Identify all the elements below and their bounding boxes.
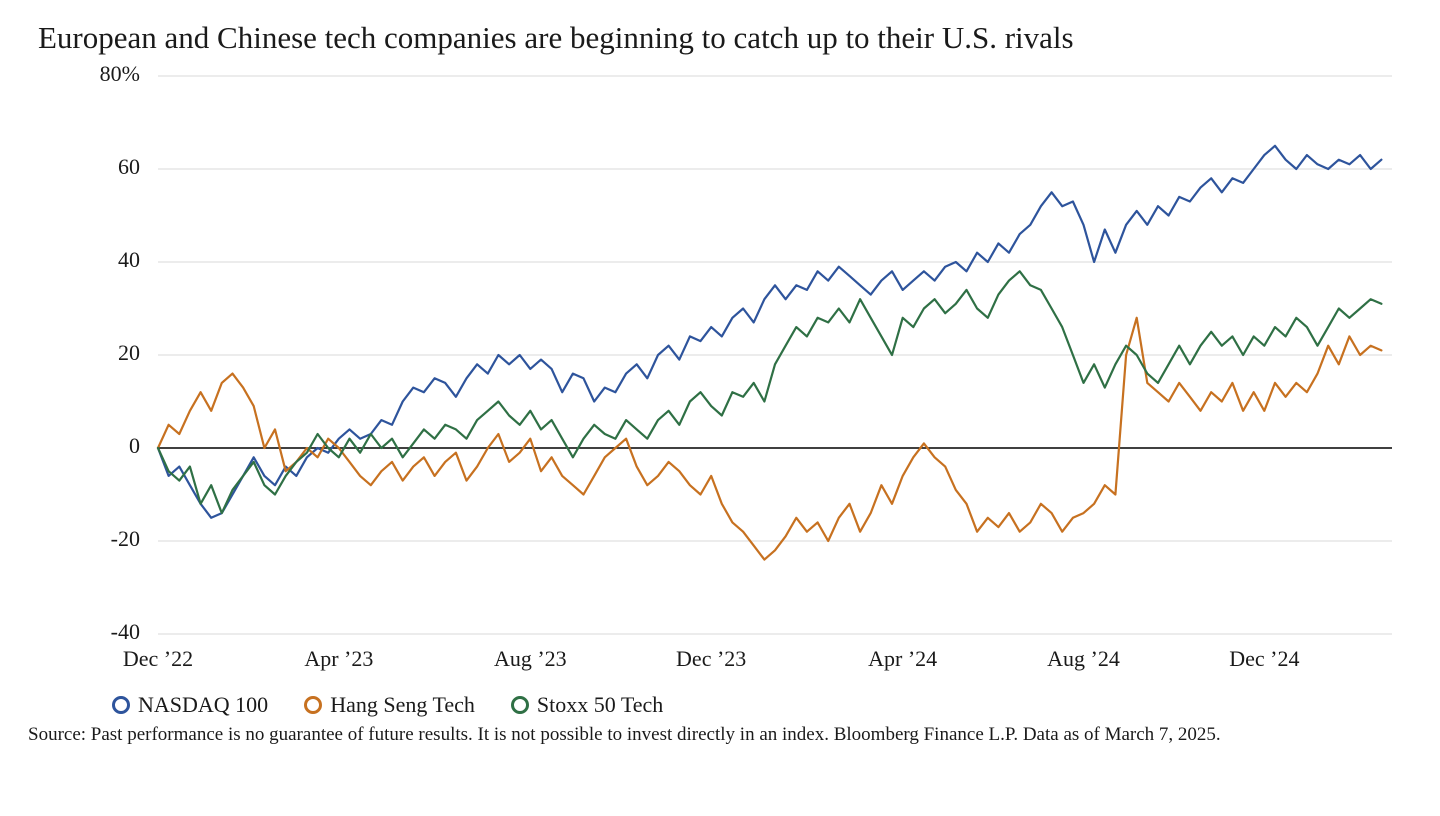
- svg-text:Dec ’23: Dec ’23: [676, 646, 746, 671]
- line-chart-svg: -40 -20 0 20 40 60 80% Dec ’22 Apr ’23 Aug ’23 Dec…: [28, 64, 1412, 684]
- svg-text:Apr ’23: Apr ’23: [304, 646, 373, 671]
- svg-text:-40: -40: [111, 619, 140, 644]
- svg-text:0: 0: [129, 433, 140, 458]
- chart-container: European and Chinese tech companies are …: [0, 0, 1440, 816]
- legend-label: NASDAQ 100: [138, 692, 268, 718]
- svg-text:Aug ’23: Aug ’23: [494, 646, 567, 671]
- legend-label: Hang Seng Tech: [330, 692, 475, 718]
- svg-text:80%: 80%: [100, 64, 140, 86]
- svg-text:Dec ’24: Dec ’24: [1229, 646, 1299, 671]
- svg-text:Apr ’24: Apr ’24: [868, 646, 937, 671]
- legend-marker-icon: [511, 696, 529, 714]
- chart-title: European and Chinese tech companies are …: [38, 20, 1412, 56]
- legend-item-nasdaq: NASDAQ 100: [112, 692, 268, 718]
- legend-marker-icon: [112, 696, 130, 714]
- legend-item-stoxx: Stoxx 50 Tech: [511, 692, 663, 718]
- legend-marker-icon: [304, 696, 322, 714]
- legend: NASDAQ 100 Hang Seng Tech Stoxx 50 Tech: [112, 692, 1412, 718]
- svg-text:Dec ’22: Dec ’22: [123, 646, 193, 671]
- legend-label: Stoxx 50 Tech: [537, 692, 663, 718]
- svg-text:20: 20: [118, 340, 140, 365]
- svg-text:40: 40: [118, 247, 140, 272]
- svg-text:-20: -20: [111, 526, 140, 551]
- svg-text:60: 60: [118, 154, 140, 179]
- chart-plot-area: -40 -20 0 20 40 60 80% Dec ’22 Apr ’23 Aug ’23 Dec…: [28, 64, 1412, 684]
- legend-item-hangseng: Hang Seng Tech: [304, 692, 475, 718]
- svg-text:Aug ’24: Aug ’24: [1047, 646, 1120, 671]
- source-note: Source: Past performance is no guarantee…: [28, 724, 1412, 746]
